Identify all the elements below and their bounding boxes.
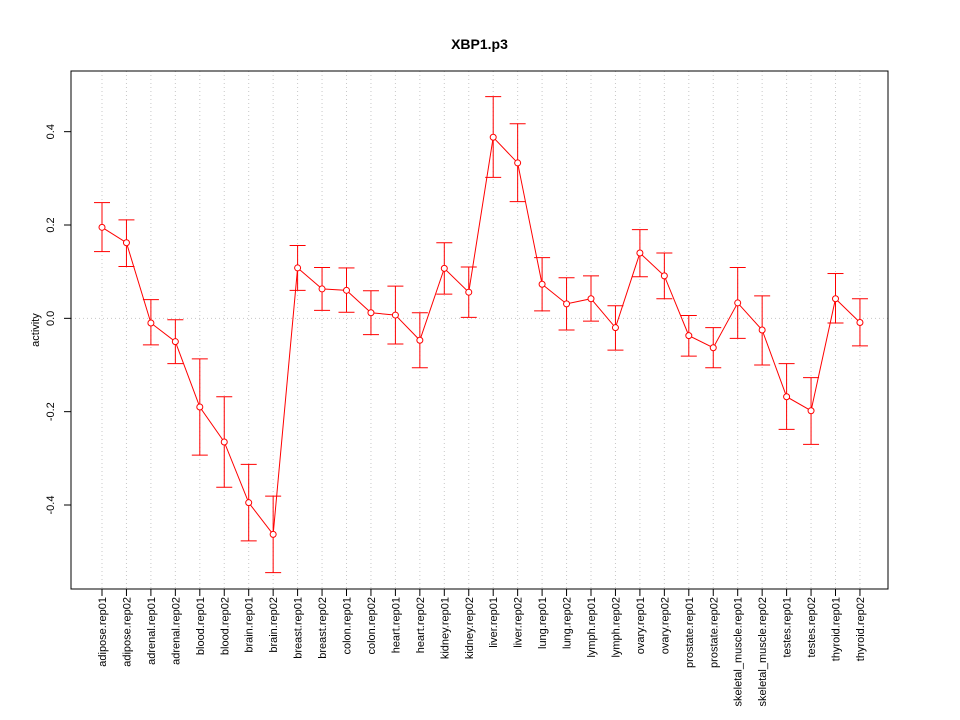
x-tick-label: thyroid.rep02 xyxy=(855,597,867,661)
data-point xyxy=(440,264,448,272)
x-tick-label: lung.rep02 xyxy=(562,597,574,649)
x-tick-label: ovary.rep01 xyxy=(635,597,647,654)
x-tick-label: kidney.rep02 xyxy=(464,597,476,659)
data-point xyxy=(807,407,815,415)
x-tick-label: breast.rep02 xyxy=(317,597,329,659)
series-activity xyxy=(94,96,868,574)
x-tick-label: thyroid.rep01 xyxy=(831,597,843,661)
data-point xyxy=(832,295,839,303)
x-tick-label: prostate.rep02 xyxy=(708,597,720,668)
x-tick-label: brain.rep01 xyxy=(244,597,256,653)
x-tick-label: kidney.rep01 xyxy=(439,597,451,659)
data-point xyxy=(269,530,277,538)
x-tick-label: adipose.rep02 xyxy=(121,597,133,667)
x-tick-label: prostate.rep01 xyxy=(684,597,696,668)
data-point xyxy=(660,272,668,280)
x-tick-label: testes.rep02 xyxy=(806,597,818,658)
x-tick-label: colon.rep02 xyxy=(366,597,378,655)
y-tick-label: 0.2 xyxy=(45,217,57,232)
x-tick-label: colon.rep01 xyxy=(342,597,354,655)
x-axis: adipose.rep01 adipose.rep02 adrenal.rep01 a… xyxy=(97,589,867,706)
data-point xyxy=(489,133,497,141)
data-point xyxy=(294,264,302,272)
data-point xyxy=(196,403,204,411)
x-tick-label: testes.rep01 xyxy=(782,597,794,658)
data-point xyxy=(416,336,424,344)
data-point xyxy=(587,295,595,303)
x-tick-label: brain.rep02 xyxy=(268,597,280,653)
y-tick-label: -0.2 xyxy=(45,402,57,421)
data-point xyxy=(514,159,522,167)
y-tick-label: -0.4 xyxy=(45,496,57,515)
data-point xyxy=(783,393,791,401)
data-point xyxy=(391,311,399,319)
plot-frame xyxy=(70,70,889,590)
x-tick-label: adrenal.rep01 xyxy=(146,597,158,665)
x-tick-label: skeletal_muscle.rep02 xyxy=(757,597,769,706)
data-point xyxy=(220,438,228,446)
data-point xyxy=(685,332,693,340)
x-tick-label: adipose.rep01 xyxy=(97,597,109,667)
data-point xyxy=(245,499,253,507)
data-point xyxy=(465,288,473,296)
x-tick-label: heart.rep01 xyxy=(390,597,402,653)
series-line xyxy=(101,136,861,536)
data-point xyxy=(171,338,179,346)
data-point xyxy=(343,286,350,294)
x-tick-label: liver.rep02 xyxy=(513,597,525,648)
x-tick-label: blood.rep02 xyxy=(219,597,231,655)
data-point xyxy=(709,344,717,352)
y-axis: -0.4 -0.2 0.0 0.2 0.4 xyxy=(45,124,71,514)
x-tick-label: lymph.rep01 xyxy=(586,597,598,658)
data-point xyxy=(856,319,864,327)
y-tick-label: 0.0 xyxy=(45,311,57,326)
data-point xyxy=(98,223,106,231)
x-tick-label: blood.rep01 xyxy=(195,597,207,655)
data-point xyxy=(636,249,644,257)
x-tick-label: skeletal_muscle.rep01 xyxy=(733,597,745,706)
x-tick-label: breast.rep01 xyxy=(293,597,305,659)
data-point xyxy=(611,324,619,332)
y-tick-label: 0.4 xyxy=(45,124,57,139)
x-tick-label: lymph.rep02 xyxy=(610,597,622,658)
data-point xyxy=(147,319,155,327)
chart-title: XBP1.p3 xyxy=(451,36,508,52)
data-point xyxy=(367,309,375,317)
x-tick-label: adrenal.rep02 xyxy=(170,597,182,665)
x-tick-label: heart.rep02 xyxy=(415,597,427,653)
data-point xyxy=(563,300,571,308)
x-tick-label: ovary.rep02 xyxy=(659,597,671,654)
y-axis-label: activity xyxy=(30,313,42,347)
data-point xyxy=(538,280,546,288)
data-point xyxy=(734,299,742,307)
data-point xyxy=(122,239,130,247)
x-tick-label: lung.rep01 xyxy=(537,597,549,649)
data-point xyxy=(758,326,766,334)
data-point xyxy=(318,285,326,293)
x-tick-label: liver.rep01 xyxy=(488,597,500,648)
